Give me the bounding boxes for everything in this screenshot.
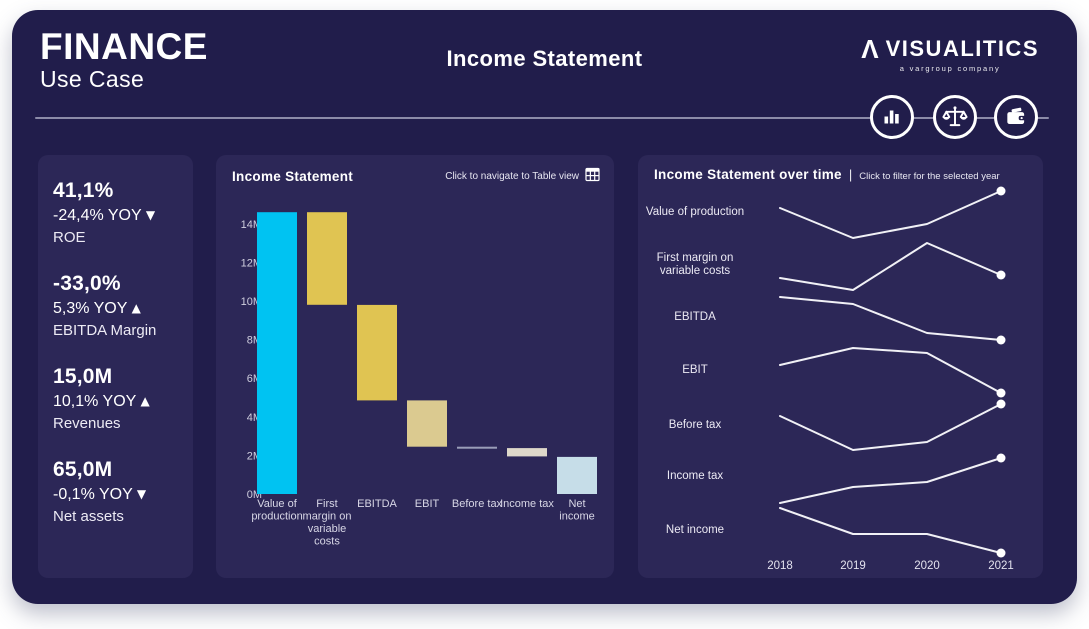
income-statement-panel: 0M 2M 4M 6M 8M 10M 12M 14M Value of production Fir… xyxy=(216,155,614,578)
brand-title: FINANCE xyxy=(40,26,208,67)
trend-line[interactable] xyxy=(779,457,1002,504)
kpi-value: 15,0M xyxy=(53,365,113,388)
waterfall-category-label: EBIT xyxy=(415,498,440,510)
trend-endpoint[interactable] xyxy=(996,270,1006,280)
logo-lambda-icon: Λ xyxy=(861,34,879,64)
visualitics-logo: Λ VISUALITICS a vargroup company xyxy=(861,36,1039,73)
kpi-yoy: 5,3% YOY ▲ xyxy=(53,300,141,317)
trend-endpoint[interactable] xyxy=(996,399,1006,409)
year-label[interactable]: 2019 xyxy=(840,560,866,572)
logo-tagline: a vargroup company xyxy=(899,64,1001,73)
trend-endpoint[interactable] xyxy=(996,186,1006,196)
waterfall-panel-title: Income Statement xyxy=(232,168,354,184)
series-label: EBITDA xyxy=(674,311,716,323)
trend-line[interactable] xyxy=(779,347,1002,394)
timeline-chart[interactable]: Value of production First margin on variab… xyxy=(638,155,1043,578)
waterfall-bar-3[interactable] xyxy=(357,304,397,401)
nav-bar-chart-button[interactable] xyxy=(870,95,914,139)
kpi-net-assets: 65,0M -0,1% YOY ▼ Net assets xyxy=(53,458,178,525)
table-grid-icon xyxy=(585,167,600,185)
wallet-icon xyxy=(1003,104,1029,130)
waterfall-bar-7[interactable] xyxy=(557,456,597,494)
nav-wallet-button[interactable] xyxy=(994,95,1038,139)
trend-up-icon: ▲ xyxy=(131,301,141,315)
trend-up-icon: ▲ xyxy=(140,394,150,408)
kpi-label: EBITDA Margin xyxy=(53,322,157,339)
trend-down-icon: ▼ xyxy=(136,487,147,501)
waterfall-category-label: First margin on variable costs xyxy=(303,498,352,548)
table-view-link[interactable]: Click to navigate to Table view xyxy=(445,167,600,185)
kpi-label: Revenues xyxy=(53,415,121,432)
trend-line[interactable] xyxy=(779,242,1002,291)
year-label[interactable]: 2021 xyxy=(988,560,1014,572)
kpi-revenues: 15,0M 10,1% YOY ▲ Revenues xyxy=(53,365,178,432)
waterfall-bar-4[interactable] xyxy=(407,400,447,447)
timeline-panel-title: Income Statement over time xyxy=(654,167,842,182)
year-label[interactable]: 2020 xyxy=(914,560,940,572)
series-label: Income tax xyxy=(667,470,723,482)
waterfall-category-label: EBITDA xyxy=(357,498,397,510)
waterfall-bar-2[interactable] xyxy=(307,212,347,305)
title-separator: | xyxy=(848,167,853,182)
page-title: Income Statement xyxy=(446,46,643,71)
waterfall-category-label: Value of production xyxy=(251,498,302,523)
trend-line[interactable] xyxy=(779,190,1002,239)
trend-endpoint[interactable] xyxy=(996,548,1006,558)
year-label[interactable]: 2018 xyxy=(767,560,793,572)
brand-subtitle: Use Case xyxy=(40,66,145,92)
kpi-ebitda-margin: -33,0% 5,3% YOY ▲ EBITDA Margin xyxy=(53,272,178,339)
series-label: First margin on variable costs xyxy=(657,252,734,277)
income-statement-over-time-panel: Value of production First margin on variab… xyxy=(638,155,1043,578)
series-label: Before tax xyxy=(669,419,722,431)
kpi-yoy: -0,1% YOY ▼ xyxy=(53,486,147,503)
trend-line[interactable] xyxy=(779,403,1002,451)
trend-endpoint[interactable] xyxy=(996,388,1006,398)
series-label: EBIT xyxy=(682,364,708,376)
trend-line[interactable] xyxy=(779,507,1002,554)
kpi-label: Net assets xyxy=(53,508,124,525)
waterfall-bar-5[interactable] xyxy=(457,446,497,449)
trend-line[interactable] xyxy=(779,296,1002,341)
series-label: Value of production xyxy=(646,206,744,218)
kpi-value: 41,1% xyxy=(53,179,114,202)
y-axis-tick: 12M xyxy=(241,257,262,269)
dashboard-card: FINANCE Use Case Income Statement Λ VISU… xyxy=(12,10,1077,604)
trend-down-icon: ▼ xyxy=(145,208,156,222)
kpi-label: ROE xyxy=(53,229,86,246)
trend-endpoint[interactable] xyxy=(996,453,1006,463)
kpi-value: -33,0% xyxy=(53,272,121,295)
brand-block: FINANCE Use Case xyxy=(40,28,208,91)
year-filter-hint[interactable]: Click to filter for the selected year xyxy=(859,171,1000,182)
logo-name: VISUALITICS xyxy=(885,36,1039,61)
y-axis-tick: 10M xyxy=(241,296,262,308)
kpi-value: 65,0M xyxy=(53,458,113,481)
waterfall-category-label: Before tax xyxy=(452,498,503,510)
balance-scale-icon xyxy=(942,104,968,130)
waterfall-bar-1[interactable] xyxy=(257,212,297,494)
header-divider xyxy=(35,117,1049,119)
trend-endpoint[interactable] xyxy=(996,335,1006,345)
kpi-yoy: 10,1% YOY ▲ xyxy=(53,393,150,410)
kpi-yoy: -24,4% YOY ▼ xyxy=(53,207,156,224)
waterfall-category-label: Income tax xyxy=(500,498,554,510)
waterfall-category-label: Net income xyxy=(559,498,594,523)
waterfall-bar-6[interactable] xyxy=(507,448,547,457)
kpi-panel: 41,1% -24,4% YOY ▼ ROE -33,0% 5,3% YOY ▲… xyxy=(38,155,193,578)
series-label: Net income xyxy=(666,524,724,536)
nav-balance-button[interactable] xyxy=(933,95,977,139)
y-axis-tick: 14M xyxy=(241,219,262,231)
kpi-roe: 41,1% -24,4% YOY ▼ ROE xyxy=(53,179,178,246)
bar-chart-icon xyxy=(880,105,904,129)
